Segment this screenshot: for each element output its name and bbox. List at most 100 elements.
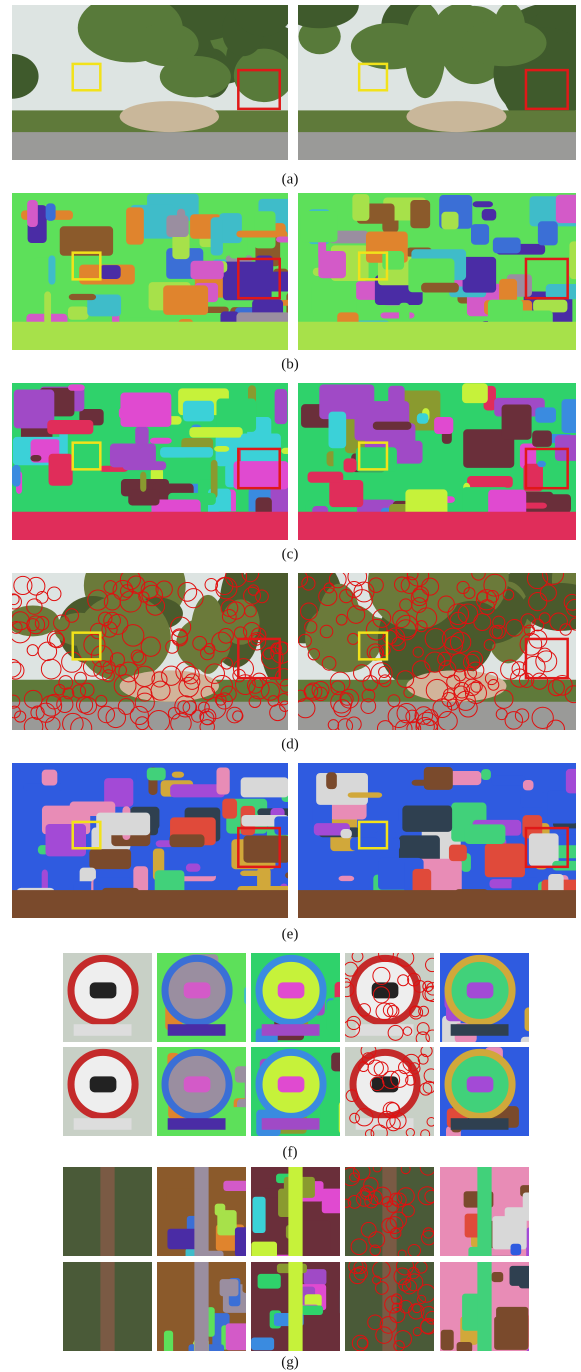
tree [257, 569, 287, 633]
segment [520, 793, 546, 808]
segment [421, 283, 459, 293]
image [63, 1262, 152, 1351]
trunk [288, 1167, 302, 1256]
segment [160, 447, 213, 458]
segment [467, 476, 513, 488]
segment [275, 389, 288, 424]
sign-car [467, 982, 494, 998]
ground-segment [12, 890, 288, 918]
segment [100, 265, 121, 279]
image [0, 0, 308, 160]
image [3, 542, 321, 739]
segment [462, 383, 488, 403]
segment [235, 1227, 252, 1257]
segment [463, 257, 497, 293]
segment [348, 792, 382, 797]
segment [316, 773, 368, 805]
sign-car [90, 982, 117, 998]
segment [236, 231, 287, 238]
sign-plate [74, 1118, 132, 1130]
segment [181, 345, 226, 384]
segment [496, 1307, 528, 1340]
segment [456, 537, 465, 571]
sign-car [184, 1076, 211, 1092]
sign-car [90, 1076, 117, 1092]
tree [234, 49, 294, 102]
tree [160, 56, 231, 98]
image [342, 1160, 438, 1258]
panel-label: (d) [281, 736, 299, 752]
segment [491, 775, 525, 786]
segment [68, 384, 85, 390]
segment [356, 447, 397, 471]
segment [523, 1193, 560, 1210]
segment [374, 832, 396, 839]
ground-segment [12, 512, 288, 540]
segment [485, 843, 525, 877]
ground-segment [12, 322, 288, 350]
image [12, 193, 336, 383]
segment [392, 349, 425, 359]
segment [529, 833, 559, 866]
segment [140, 472, 146, 492]
segment [251, 1337, 274, 1350]
image [63, 1167, 152, 1256]
panel-label: (e) [282, 926, 299, 942]
segment [465, 824, 506, 844]
segment [147, 768, 166, 781]
segment [471, 224, 489, 245]
sign-plate [74, 1024, 132, 1036]
trunk [194, 1262, 208, 1351]
segment [226, 1323, 254, 1350]
segment [48, 255, 55, 284]
image [251, 1262, 351, 1351]
segment [525, 1007, 553, 1031]
sign-car [372, 982, 399, 998]
sign-car [467, 1076, 494, 1092]
sign-car [278, 1076, 305, 1092]
segment [220, 1279, 239, 1296]
image [63, 1047, 152, 1136]
panel-label: (c) [282, 546, 299, 562]
sign-plate [168, 1024, 226, 1036]
trunk [477, 1262, 491, 1351]
segment [529, 1009, 550, 1023]
segment [537, 461, 546, 467]
segment [167, 1229, 197, 1250]
rock [120, 101, 219, 132]
panel-label: (g) [281, 1354, 299, 1370]
segment [211, 217, 223, 255]
segment [489, 879, 514, 888]
segment [214, 446, 229, 452]
ground-segment [298, 322, 576, 350]
segment [150, 438, 172, 444]
segment [166, 1189, 192, 1206]
image [157, 1047, 268, 1138]
segment [511, 1244, 522, 1255]
segment [473, 201, 493, 207]
trunk [194, 1167, 208, 1256]
segment [569, 241, 581, 279]
segment [441, 212, 458, 230]
panel-label: (a) [282, 171, 299, 187]
image [12, 763, 318, 954]
road [298, 132, 576, 160]
image [440, 1047, 529, 1159]
segment [399, 303, 409, 322]
segment [257, 868, 271, 890]
sign-car [184, 982, 211, 998]
segment [566, 769, 581, 794]
segment [68, 307, 89, 320]
segment [329, 412, 347, 449]
image [298, 383, 581, 572]
sign-plate [451, 1118, 509, 1130]
image [440, 1262, 544, 1368]
segment [49, 454, 73, 486]
segment [243, 835, 289, 862]
image [440, 953, 553, 1060]
segment [42, 770, 58, 786]
segment [223, 262, 272, 301]
segment [492, 1216, 526, 1249]
image [63, 953, 152, 1042]
segment [211, 460, 218, 499]
